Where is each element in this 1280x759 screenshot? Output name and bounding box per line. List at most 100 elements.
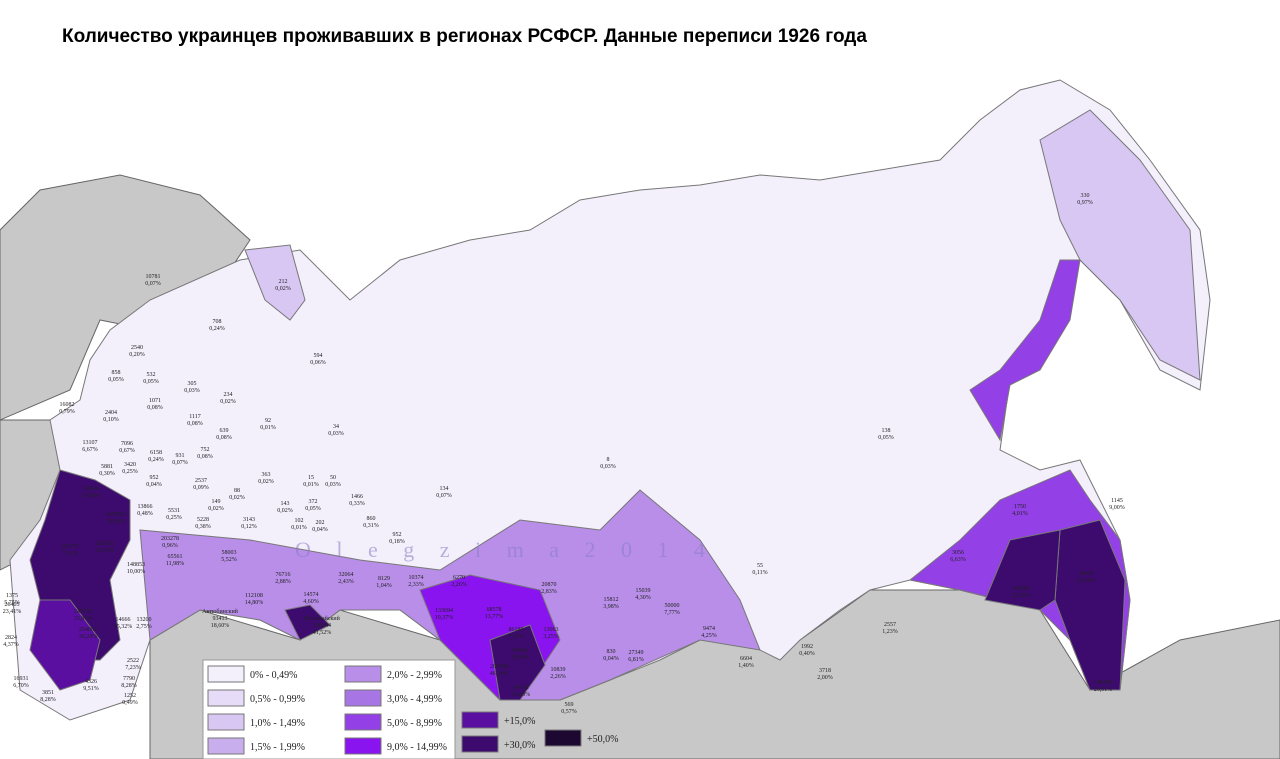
region-count: 9474 (703, 626, 715, 632)
region-count: 3851 (42, 690, 54, 696)
region-share: 8,28% (121, 683, 137, 689)
region-count: 10781 (146, 274, 161, 280)
region-share: 0,05% (143, 379, 159, 385)
region-share: 1,04% (376, 583, 392, 589)
region-count: 330 (1081, 193, 1090, 199)
region-count: 2522 (127, 658, 139, 664)
legend-label: 1,0% - 1,49% (250, 718, 305, 729)
region-count: 212 (279, 279, 288, 285)
region-share: 33,81% (74, 616, 93, 622)
region-share: 8,28% (40, 697, 56, 703)
region-altai (489, 624, 546, 701)
region-share: 0,07% (172, 460, 188, 466)
legend-box (202, 659, 456, 759)
region-share: 0,05% (305, 506, 321, 512)
region-share: 5,52% (221, 557, 237, 563)
region-share: 46,39% (490, 671, 509, 677)
legend-swatch (344, 665, 382, 683)
watermark: O l e g z i m a 2 0 1 4 (295, 537, 715, 562)
legend-label: 0,5% - 0,99% (250, 694, 305, 705)
region-share: 0,03% (325, 482, 341, 488)
legend-label: 0% - 0,49% (250, 670, 298, 681)
region-count: 92 (265, 418, 271, 424)
region-share: 0,20% (129, 352, 145, 358)
region-share: 1,23% (882, 629, 898, 635)
region-share: 0,02% (220, 399, 236, 405)
region-count: 55 (757, 563, 763, 569)
region-count: 50 (330, 475, 336, 481)
region-count: 708 (213, 319, 222, 325)
region-share: 2,88% (275, 579, 291, 585)
region-share: 0,08% (216, 435, 232, 441)
region-count: 32064 (339, 572, 354, 578)
region-count: 5228 (197, 517, 209, 523)
legend-swatch (544, 729, 582, 747)
region-share: 0,25% (166, 515, 182, 521)
region-share: 0,04% (312, 527, 328, 533)
region-share: 2,75% (136, 624, 152, 630)
region-share: 0,12% (241, 524, 257, 530)
region-share: 30,24% (79, 634, 98, 640)
region-share: 0,30% (99, 471, 115, 477)
region-share: 0,25% (122, 469, 138, 475)
region-count: 1375 (6, 593, 18, 599)
region-name: Актюбинский (202, 608, 239, 615)
region-count: 102 (295, 518, 304, 524)
legend-swatch (344, 689, 382, 707)
legend-label: 3,0% - 4,99% (387, 694, 442, 705)
region-count: 16931 (14, 676, 29, 682)
region-count: 2824 (5, 635, 17, 641)
region-share: 6,67% (82, 447, 98, 453)
region-share: 41,52% (313, 630, 332, 636)
region-count: 93413 (213, 616, 228, 622)
region-share: 3,98% (603, 604, 619, 610)
region-share: 26,01% (1094, 687, 1113, 693)
region-count: 931 (176, 453, 185, 459)
region-count: 1466 (351, 494, 363, 500)
region-count: 6604 (740, 656, 752, 662)
region-share: 0,02% (208, 506, 224, 512)
region-count: 2557 (884, 622, 896, 628)
region-count: 1145 (1111, 498, 1123, 504)
region-share: 0,97% (1077, 200, 1093, 206)
region-count: 7096 (121, 441, 133, 447)
region-count: 6158 (150, 450, 162, 456)
region-count: 108500 (1012, 586, 1030, 592)
region-share: 6,70% (13, 683, 29, 689)
region-share: 11,98% (166, 561, 184, 567)
region-share: 0,24% (148, 457, 164, 463)
region-count: 830 (607, 649, 616, 655)
region-count: 594 (314, 353, 323, 359)
region-share: 2,26% (451, 582, 467, 588)
region-name: Кустанайский (304, 615, 340, 622)
region-count: 13063 (544, 627, 559, 633)
region-share: 0,79% (59, 409, 75, 415)
region-share: 1,40% (738, 663, 754, 669)
region-count: 1992 (801, 644, 813, 650)
region-share: 2,33% (408, 582, 424, 588)
region-share: 4,01% (1012, 511, 1028, 517)
region-count: 58003 (222, 550, 237, 556)
legend-swatch (461, 735, 499, 753)
region-share: 2,26% (550, 674, 566, 680)
region-count: 49430 (1079, 571, 1094, 577)
legend-swatch (461, 711, 499, 729)
legend-label: 1,5% - 1,99% (250, 742, 305, 753)
region-count: 13107 (83, 440, 98, 446)
region-share: 0,48% (137, 511, 153, 517)
region-count: 363 (262, 472, 271, 478)
region-count: 245755 (74, 609, 92, 615)
region-share: 0,06% (310, 360, 326, 366)
legend-swatch (207, 689, 245, 707)
region-count: 3420 (124, 462, 136, 468)
region-share: 0,05% (878, 435, 894, 441)
region-count: 1117 (189, 414, 201, 420)
region-count: 2540 (131, 345, 143, 351)
region-share: 0,40% (799, 651, 815, 657)
region-share: 0,18% (389, 539, 405, 545)
region-count: 6270 (453, 575, 465, 581)
region-share: 0,02% (258, 479, 274, 485)
region-count: 148788 (1094, 680, 1112, 686)
region-share: 0,96% (162, 543, 178, 549)
region-count: 860 (367, 516, 376, 522)
